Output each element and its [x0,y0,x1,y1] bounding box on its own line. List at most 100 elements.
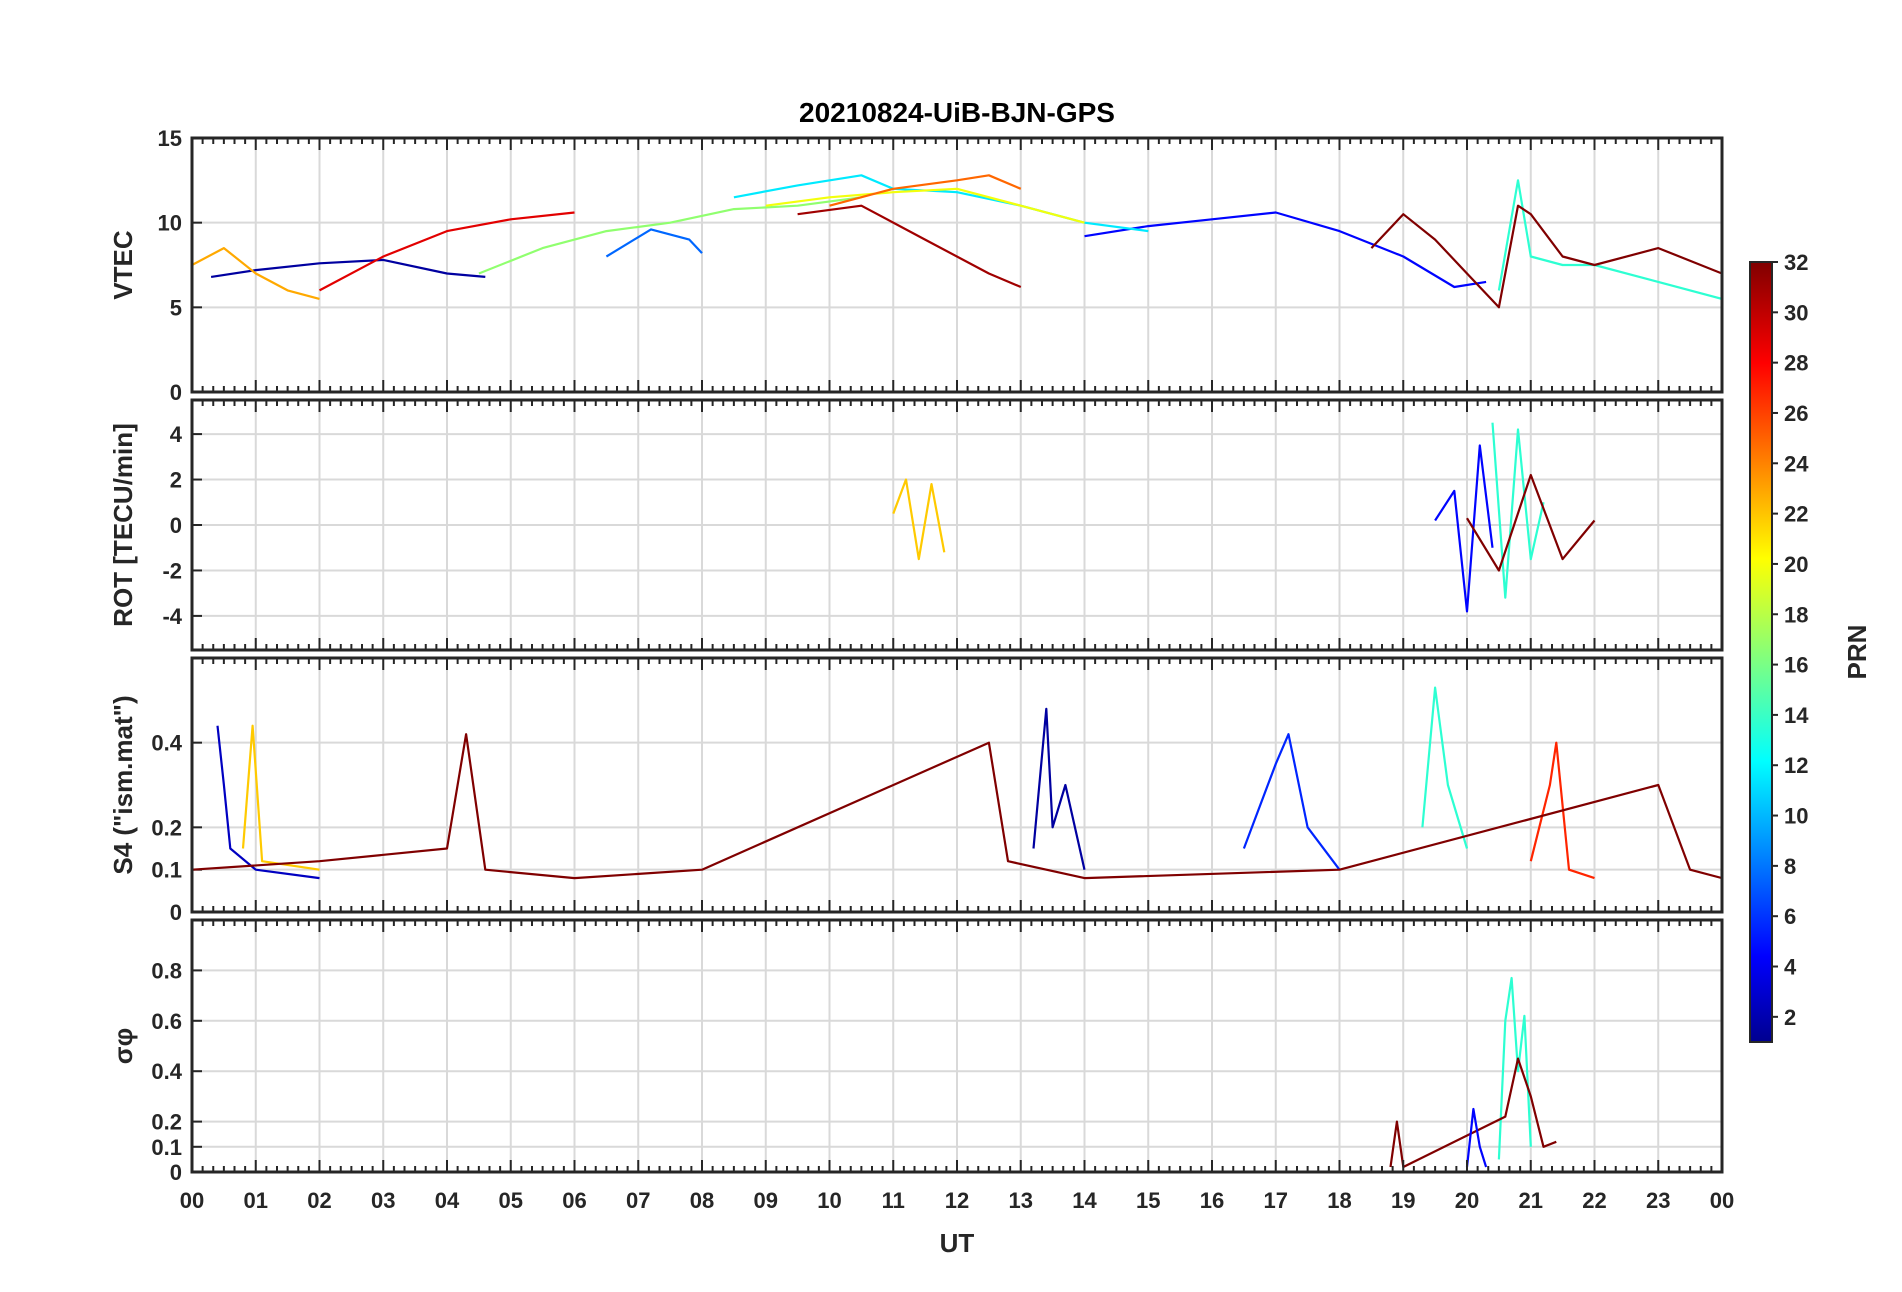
colorbar-tick-label: 18 [1784,602,1808,627]
x-tick-label: 00 [180,1188,204,1213]
vtec-series-prn-14 [1497,179,1722,300]
sigma-ytick-label: 0.8 [151,958,182,983]
s4-series-prn-14 [1421,686,1469,849]
x-tick-label: 17 [1264,1188,1288,1213]
vtec-series-prn-25 [829,174,1022,207]
vtec-series-prn-2 [210,258,486,278]
s4-ytick-label: 0.4 [151,731,182,756]
rot-panel: -4 -2 0 2 4 ROT [TECU/min] [108,398,1724,652]
rot-ytick-label: 0 [170,513,182,538]
x-tick-label: 21 [1519,1188,1543,1213]
s4-ytick-label: 0 [170,900,182,925]
vtec-series-prn-20 [765,187,1085,224]
colorbar-tick-label: 26 [1784,401,1808,426]
colorbar-tick-label: 2 [1784,1005,1796,1030]
rot-series-prn-5 [1434,444,1494,613]
colorbar-tick-label: 8 [1784,854,1796,879]
sigma-series-prn-32 [1389,1057,1557,1169]
vtec-panel: 0 5 10 15 VTEC [108,126,1724,405]
colorbar-tick-label: 24 [1784,451,1809,476]
x-axis-label: UT [940,1228,975,1258]
colorbar-tick-label: 28 [1784,351,1808,376]
s4-ytick-label: 0.1 [151,858,182,883]
colorbar-tick-label: 10 [1784,804,1808,829]
x-tick-label: 10 [817,1188,841,1213]
s4-series-prn-22 [241,724,320,871]
colorbar-tick-label: 20 [1784,552,1808,577]
sigma-ytick-label: 0.6 [151,1009,182,1034]
vtec-ylabel: VTEC [108,230,138,300]
x-tick-label: 06 [562,1188,586,1213]
sigma-ytick-label: 0 [170,1160,182,1185]
chart-title: 20210824-UiB-BJN-GPS [799,97,1115,128]
s4-ylabel: S4 ("ism.mat") [108,695,138,874]
sigma-ytick-label: 0.4 [151,1059,182,1084]
x-tick-label: 00 [1710,1188,1734,1213]
x-tick-label: 05 [499,1188,523,1213]
sigma-ytick-label: 0.1 [151,1135,182,1160]
vtec-series-prn-23 [192,247,320,300]
x-tick-label: 14 [1072,1188,1097,1213]
sigma-series-prn-5 [1465,1107,1488,1168]
s4-series-prn-27 [1529,741,1595,880]
vtec-series-prn-5 [1084,211,1487,289]
x-tick-label: 04 [435,1188,460,1213]
s4-series-prn-2 [1032,707,1086,870]
s4-series-prn-3 [216,725,320,880]
colorbar-gradient [1749,261,1773,1043]
x-tick-label: 23 [1646,1188,1670,1213]
sigma-panel: 00.10.2 0.4 0.6 0.8 σφ [108,918,1724,1185]
vtec-series-prn-32 [1370,204,1722,309]
colorbar-tick-label: 12 [1784,753,1808,778]
x-tick-label: 07 [626,1188,650,1213]
vtec-ytick-label: 15 [158,126,182,151]
rot-series-prn-32 [1466,473,1596,572]
colorbar-tick-label: 16 [1784,653,1808,678]
s4-ytick-label: 0.2 [151,815,182,840]
x-tick-label: 20 [1455,1188,1479,1213]
x-tick-label: 18 [1327,1188,1351,1213]
colorbar-tick-label: 6 [1784,904,1796,929]
x-tick-label: 19 [1391,1188,1415,1213]
colorbar-tick-label: 22 [1784,502,1808,527]
vtec-series-prn-31 [797,204,1022,289]
colorbar-tick-label: 14 [1784,703,1809,728]
s4-series-prn-32 [192,733,1722,880]
vtec-ytick-label: 10 [158,211,182,236]
x-tick-label: 02 [307,1188,331,1213]
sigma-series-prn-14 [1497,976,1532,1160]
x-tick-label: 12 [945,1188,969,1213]
vtec-series-prn-17 [478,196,862,275]
x-tick-label: 03 [371,1188,395,1213]
x-tick-label: 22 [1582,1188,1606,1213]
x-tick-label: 15 [1136,1188,1160,1213]
sigma-ylabel: σφ [108,1028,138,1064]
x-tick-label: 09 [754,1188,778,1213]
vtec-series-prn-29 [318,211,575,292]
colorbar-tick-label: 32 [1784,250,1808,275]
x-tick-label: 11 [882,1188,905,1213]
colorbar-label: PRN [1842,625,1872,680]
rot-ytick-label: -4 [162,604,182,629]
x-tick-label: 08 [690,1188,714,1213]
vtec-ytick-label: 5 [170,295,182,320]
vtec-ytick-label: 0 [170,380,182,405]
rot-ytick-label: 2 [170,468,182,493]
s4-panel: 0 0.1 0.2 0.4 S4 ("ism.mat") [108,656,1724,925]
vtec-series-prn-8 [605,228,703,258]
rot-series-prn-22 [892,478,946,561]
sigma-ytick-label: 0.2 [151,1110,182,1135]
x-tick-label: 16 [1200,1188,1224,1213]
rot-ytick-label: -2 [162,558,182,583]
rot-ylabel: ROT [TECU/min] [108,423,138,627]
rot-series-prn-14 [1491,422,1545,599]
colorbar-tick-label: 30 [1784,300,1808,325]
rot-ytick-label: 4 [170,422,183,447]
s4-series-prn-6 [1242,733,1341,871]
x-tick-labels: 00 01 02 03 04 05 06 07 08 09 10 11 12 13 14 15 16 17 18 19… [180,1188,1734,1213]
x-tick-label: 01 [244,1188,268,1213]
x-tick-label: 13 [1009,1188,1033,1213]
